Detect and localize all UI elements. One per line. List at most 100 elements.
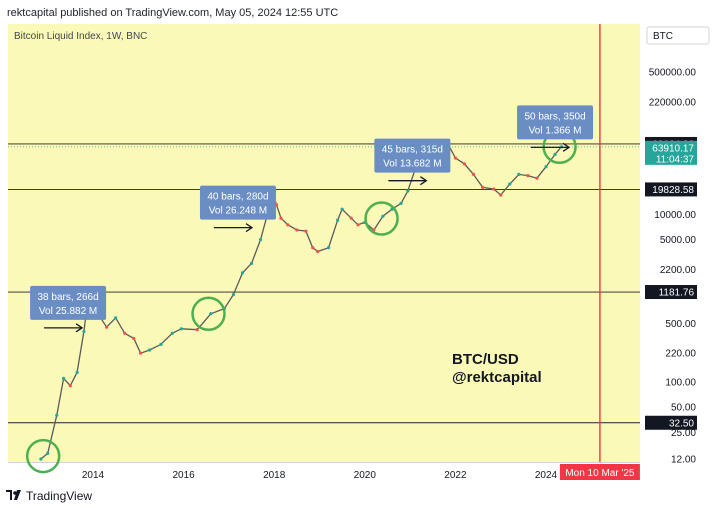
price-point	[349, 216, 353, 220]
x-tick-label: 2024	[535, 470, 558, 481]
level-tag-label-1: 19828.58	[652, 185, 694, 196]
price-point	[61, 376, 66, 380]
price-point	[68, 384, 72, 388]
x-tick-label: 2016	[172, 470, 195, 481]
price-point	[123, 331, 127, 335]
x-tick-label: 2018	[263, 470, 286, 481]
annotation-line2-1: Vol 26.248 M	[209, 206, 267, 217]
y-tick-label: 25.00	[671, 428, 696, 439]
y-tick-label: 220000.00	[649, 97, 697, 108]
tradingview-logo-icon	[6, 490, 22, 502]
price-point	[340, 207, 344, 211]
price-point	[259, 237, 263, 242]
price-axis	[640, 24, 718, 462]
price-line	[40, 143, 562, 460]
price-point	[114, 316, 118, 320]
last-price-countdown: 11:04:37	[656, 154, 695, 165]
price-point	[104, 325, 109, 329]
red-line-date-tag	[559, 464, 640, 480]
price-point	[508, 182, 512, 186]
footer-brand: TradingView	[26, 489, 93, 503]
annotation-arrowhead-0	[75, 323, 84, 333]
y-tick-label: 220.00	[665, 349, 696, 360]
price-point	[526, 173, 530, 178]
last-price-label: 63910.17	[652, 143, 694, 154]
price-point	[240, 271, 245, 275]
price-point	[286, 223, 290, 227]
price-point	[453, 156, 457, 160]
price-point	[544, 165, 548, 169]
annotation-line1-2: 45 bars, 315d	[382, 145, 443, 156]
level-tag-1	[645, 182, 697, 197]
y-tick-label: 50.00	[671, 403, 696, 414]
level-tag-label-3: 32.50	[669, 418, 694, 429]
publish-header: rektcapital published on TradingView.com…	[7, 7, 339, 19]
price-point	[159, 342, 163, 347]
price-point	[399, 201, 403, 206]
tradingview-footer[interactable]: TradingView	[6, 489, 92, 503]
price-point	[179, 327, 183, 331]
price-point	[170, 331, 174, 335]
price-point	[462, 162, 467, 166]
y-tick-label: 12.00	[671, 455, 696, 466]
y-tick-label: 100.00	[665, 377, 696, 388]
price-point	[132, 336, 136, 341]
halving-circle-2	[364, 201, 399, 236]
price-point	[499, 193, 503, 197]
y-tick-label: 5000.00	[660, 235, 697, 246]
price-point	[356, 223, 360, 227]
price-point	[304, 229, 308, 233]
price-point	[148, 348, 152, 352]
price-point	[492, 187, 496, 191]
annotation-line2-0: Vol 25.882 M	[39, 306, 97, 317]
annotation-line1-0: 38 bars, 266d	[37, 292, 98, 303]
price-point	[39, 457, 43, 461]
x-tick-label: 2020	[354, 470, 377, 481]
halving-circle-0	[25, 438, 61, 474]
price-point	[406, 189, 410, 193]
annotation-box-3	[517, 105, 594, 140]
annotation-box-1	[199, 185, 276, 220]
y-tick-label: 500.00	[665, 319, 696, 330]
price-point	[279, 216, 283, 220]
price-point	[55, 413, 59, 417]
y-tick-label: 10000.00	[654, 210, 696, 221]
annotation-line2-3: Vol 1.366 M	[529, 125, 582, 136]
time-axis	[8, 462, 640, 484]
level-tag-label-2: 1181.76	[659, 288, 695, 299]
annotation-line1-1: 40 bars, 280d	[207, 192, 268, 203]
annotation-box-0	[30, 285, 107, 320]
level-tag-3	[645, 415, 697, 430]
annotation-arrowhead-2	[420, 176, 428, 186]
x-tick-label: 2014	[82, 470, 105, 481]
plot-area	[8, 24, 640, 462]
annotation-line1-3: 50 bars, 350d	[524, 111, 585, 122]
currency-badge[interactable]	[646, 26, 710, 45]
price-point	[249, 261, 254, 265]
price-point	[75, 370, 79, 374]
price-point	[209, 312, 213, 316]
price-point	[326, 246, 331, 250]
price-point	[336, 218, 340, 222]
annotation-arrowhead-3	[562, 142, 571, 152]
price-point	[535, 176, 539, 180]
annotation-arrowhead-1	[245, 223, 254, 233]
price-point	[295, 228, 299, 232]
price-point	[553, 152, 557, 156]
price-point	[231, 293, 236, 297]
halving-circle-1	[191, 296, 226, 332]
red-line-date-label: Mon 10 Mar '25	[565, 468, 635, 479]
last-price-tag	[645, 140, 697, 165]
price-point	[82, 329, 86, 334]
price-point	[316, 249, 320, 254]
watermark-line2: @rektcapital	[452, 369, 542, 386]
y-tick-label: 500000.00	[649, 68, 697, 79]
currency-badge-label: BTC	[653, 31, 673, 42]
level-tag-2	[645, 285, 697, 300]
y-tick-label: 2200.00	[660, 265, 697, 276]
price-point	[46, 451, 50, 455]
annotation-line2-2: Vol 13.682 M	[383, 159, 441, 170]
price-point	[381, 214, 385, 218]
price-point	[311, 246, 315, 250]
